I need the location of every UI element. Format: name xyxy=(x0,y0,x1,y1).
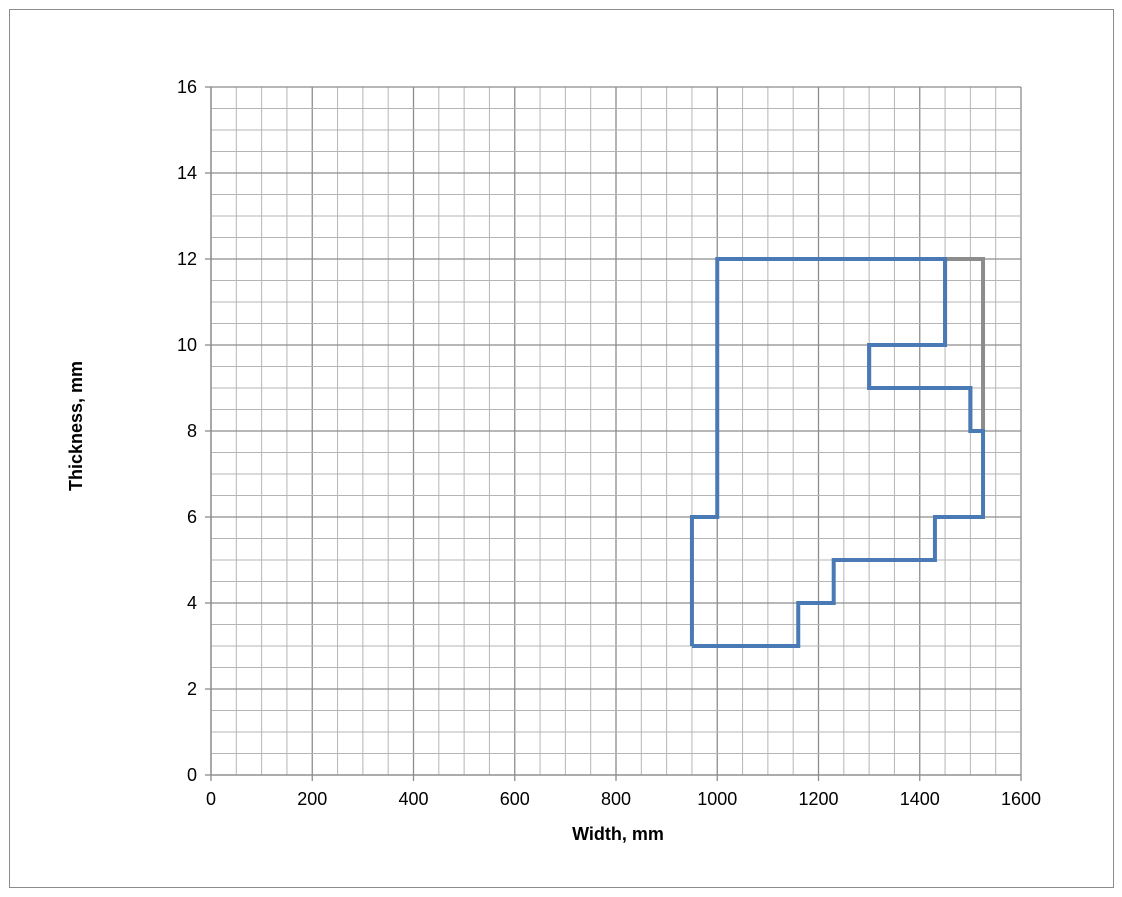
y-tick-label: 12 xyxy=(177,249,197,269)
x-tick-label: 600 xyxy=(500,789,530,809)
x-tick-label: 400 xyxy=(398,789,428,809)
x-tick-label: 1000 xyxy=(697,789,737,809)
x-axis-title: Width, mm xyxy=(572,824,664,844)
grid-layer xyxy=(210,86,1022,776)
y-tick-label: 4 xyxy=(187,593,197,613)
x-tick-label: 800 xyxy=(601,789,631,809)
y-tick-label: 6 xyxy=(187,507,197,527)
y-tick-label: 16 xyxy=(177,77,197,97)
x-tick-label: 200 xyxy=(297,789,327,809)
y-axis-title: Thickness, mm xyxy=(66,361,86,491)
series-layer xyxy=(689,257,986,648)
y-tick-label: 8 xyxy=(187,421,197,441)
x-tick-label: 1400 xyxy=(900,789,940,809)
x-tick-label: 0 xyxy=(206,789,216,809)
y-tick-label: 0 xyxy=(187,765,197,785)
y-tick-label: 2 xyxy=(187,679,197,699)
series-line-1 xyxy=(689,257,986,648)
y-tick-label: 10 xyxy=(177,335,197,355)
label-layer: 0 200 400 600 800 1000 1200 1400 1600 0 2 4 6 8 10 12 14… xyxy=(66,77,1041,844)
chart-svg: 0 200 400 600 800 1000 1200 1400 1600 0 2 4 6 8 10 12 14… xyxy=(66,77,1041,844)
axis-layer xyxy=(205,86,1022,781)
x-tick-label: 1200 xyxy=(798,789,838,809)
y-tick-label: 14 xyxy=(177,163,197,183)
x-tick-label: 1600 xyxy=(1001,789,1041,809)
chart-area: 0 200 400 600 800 1000 1200 1400 1600 0 2 4 6 8 10 12 14… xyxy=(9,9,1114,888)
